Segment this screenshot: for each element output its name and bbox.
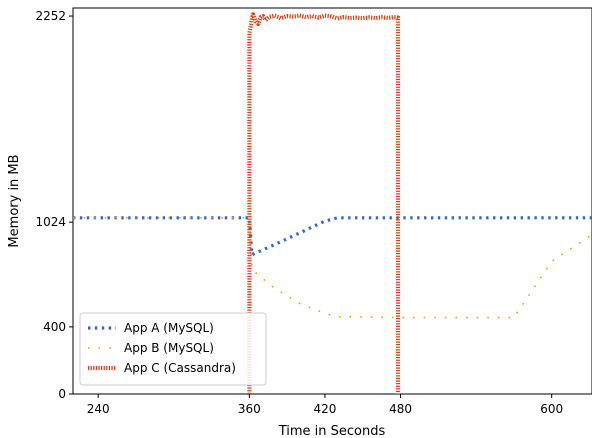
series-layer: [73, 12, 592, 394]
x-axis-label: Time in Seconds: [278, 424, 386, 438]
y-tick-label: 1024: [35, 215, 66, 229]
y-tick-label: 2252: [35, 9, 66, 23]
series-line-1: [73, 216, 592, 257]
legend-box: [79, 312, 267, 386]
y-axis-label: Memory in MB: [7, 154, 22, 247]
legend-label-2: App B (MySQL): [124, 341, 214, 355]
legend: App A (MySQL) App B (MySQL) App C (Cassand…: [79, 312, 267, 386]
y-tick-label: 400: [43, 320, 66, 334]
plot-frame: [72, 7, 592, 395]
legend-label-3: App C (Cassandra): [124, 361, 236, 375]
x-tick-label: 240: [87, 402, 110, 416]
axes-frame: [72, 7, 592, 395]
x-tick-label: 360: [238, 402, 261, 416]
x-tick-label: 420: [313, 402, 336, 416]
legend-label-1: App A (MySQL): [124, 321, 214, 335]
series-line-2: [73, 217, 592, 319]
x-tick-label: 600: [540, 402, 563, 416]
y-tick-label: 0: [58, 387, 66, 401]
x-tick-label: 480: [389, 402, 412, 416]
series-line-3: [247, 12, 401, 394]
ticks-layer: 240 360 420 480 600 0 400 1024 2252: [35, 9, 563, 416]
